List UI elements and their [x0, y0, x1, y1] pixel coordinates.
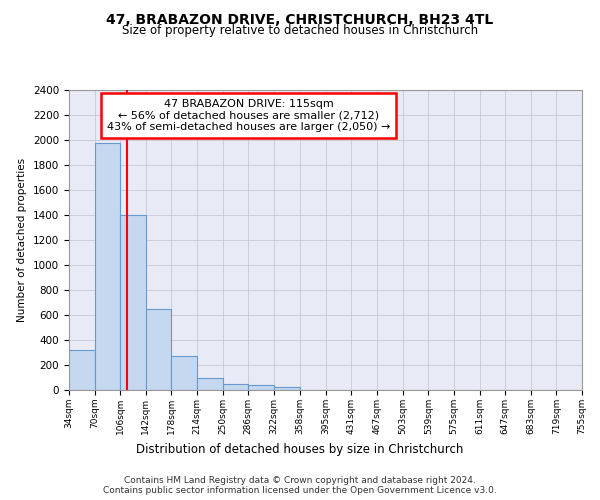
Text: Distribution of detached houses by size in Christchurch: Distribution of detached houses by size …: [136, 442, 464, 456]
Text: Contains HM Land Registry data © Crown copyright and database right 2024.: Contains HM Land Registry data © Crown c…: [124, 476, 476, 485]
Bar: [274, 387, 299, 390]
Bar: [146, 308, 172, 390]
Text: Size of property relative to detached houses in Christchurch: Size of property relative to detached ho…: [122, 24, 478, 37]
Y-axis label: Number of detached properties: Number of detached properties: [17, 158, 28, 322]
Bar: [248, 385, 274, 390]
Text: Contains public sector information licensed under the Open Government Licence v3: Contains public sector information licen…: [103, 486, 497, 495]
Bar: [69, 350, 95, 390]
Bar: [223, 384, 248, 390]
Bar: [197, 378, 223, 390]
Bar: [95, 142, 120, 390]
Bar: [172, 356, 197, 390]
Text: 47 BRABAZON DRIVE: 115sqm
← 56% of detached houses are smaller (2,712)
43% of se: 47 BRABAZON DRIVE: 115sqm ← 56% of detac…: [107, 99, 390, 132]
Text: 47, BRABAZON DRIVE, CHRISTCHURCH, BH23 4TL: 47, BRABAZON DRIVE, CHRISTCHURCH, BH23 4…: [106, 12, 494, 26]
Bar: [120, 215, 146, 390]
